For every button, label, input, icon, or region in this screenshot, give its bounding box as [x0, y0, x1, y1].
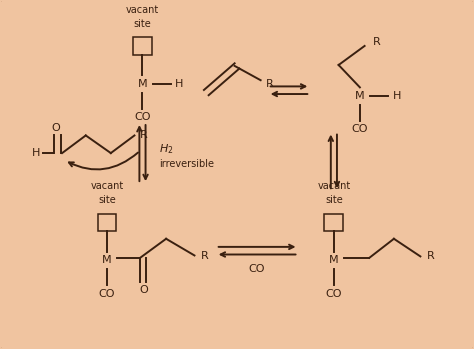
- Text: vacant: vacant: [317, 181, 350, 191]
- Text: H: H: [175, 79, 183, 89]
- Text: R: R: [373, 37, 381, 47]
- Text: R: R: [427, 251, 435, 261]
- Text: $H_2$: $H_2$: [159, 142, 173, 156]
- Text: O: O: [52, 123, 60, 133]
- Text: CO: CO: [134, 112, 151, 122]
- Text: M: M: [329, 255, 339, 265]
- Text: CO: CO: [352, 124, 368, 134]
- Text: R: R: [266, 79, 274, 89]
- Text: irreversible: irreversible: [159, 158, 214, 169]
- Text: CO: CO: [99, 289, 115, 298]
- Text: R: R: [140, 131, 148, 140]
- Text: R: R: [201, 251, 209, 261]
- Bar: [133, 37, 152, 54]
- Text: site: site: [134, 19, 151, 29]
- Text: M: M: [102, 255, 112, 265]
- Text: H: H: [392, 91, 401, 101]
- Text: H: H: [32, 148, 40, 158]
- Text: site: site: [325, 195, 343, 206]
- Bar: [324, 214, 343, 231]
- Text: O: O: [139, 285, 148, 295]
- Text: M: M: [137, 79, 147, 89]
- Text: CO: CO: [248, 264, 265, 274]
- Text: CO: CO: [326, 289, 342, 298]
- Text: vacant: vacant: [126, 5, 159, 15]
- Text: M: M: [355, 91, 365, 101]
- Text: vacant: vacant: [91, 181, 124, 191]
- Text: site: site: [98, 195, 116, 206]
- Bar: [98, 214, 117, 231]
